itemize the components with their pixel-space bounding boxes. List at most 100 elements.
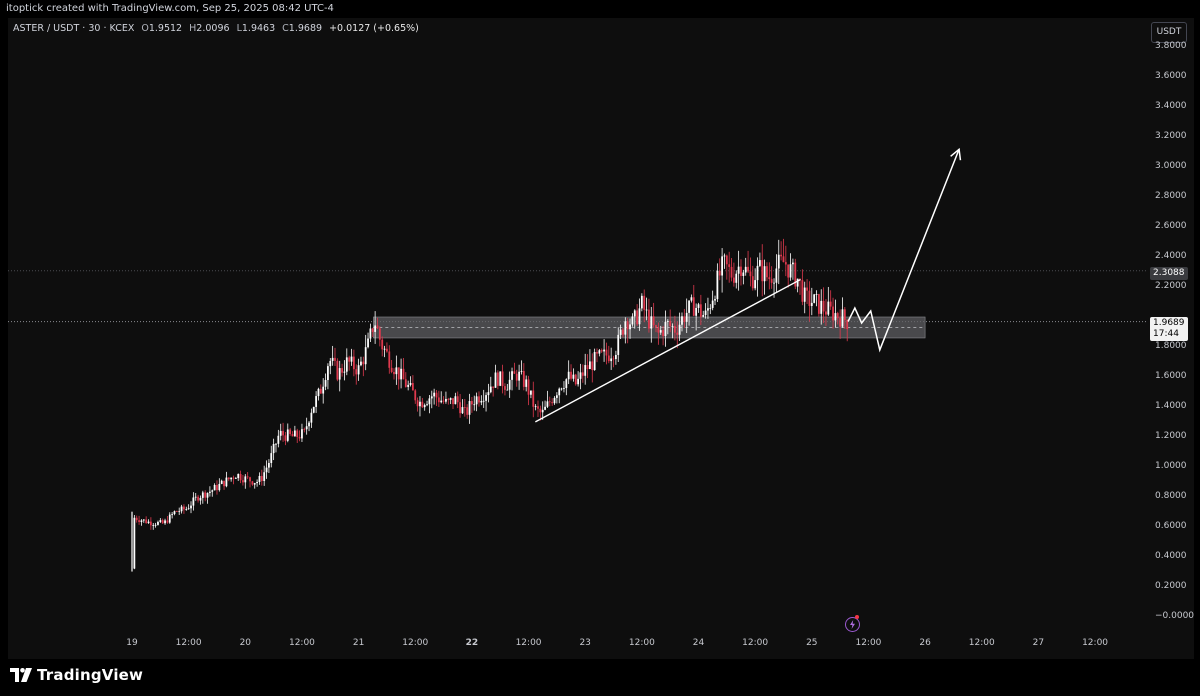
candle-body [201, 492, 204, 498]
candle-body [527, 379, 530, 395]
candle-body [629, 324, 631, 330]
candle-body [230, 477, 233, 480]
price-tick-label: 1.0000 [1155, 460, 1187, 471]
lightning-icon[interactable] [845, 617, 860, 632]
candle-body [480, 400, 483, 403]
projection-path [847, 149, 960, 353]
candle-body [289, 429, 292, 434]
candle-body [520, 371, 523, 372]
candle-body [206, 492, 209, 498]
candle-body [482, 400, 485, 402]
time-tick-label: 12:00 [855, 638, 882, 648]
candle-body [286, 429, 289, 441]
candle-body [640, 295, 643, 309]
currency-unit-button[interactable]: USDT [1151, 22, 1187, 43]
candle-body [515, 373, 518, 381]
candle-body [135, 517, 138, 521]
candle-body [501, 371, 504, 387]
candle-body [792, 262, 794, 265]
candle-body [213, 484, 216, 491]
candle-body [430, 396, 433, 399]
candle-body [631, 316, 634, 325]
candle-body [579, 372, 582, 379]
candle-body [367, 338, 369, 348]
candle-body [440, 400, 443, 403]
candle-body [225, 477, 228, 487]
candle-body [754, 280, 757, 289]
candle-body [711, 300, 714, 308]
candle-body [551, 402, 554, 404]
candle-body [471, 401, 473, 405]
candle-body [157, 521, 159, 525]
candle-body [310, 412, 313, 423]
candle-body [839, 318, 842, 327]
candle-body [775, 268, 778, 283]
candle-body [787, 264, 790, 278]
candle-body [662, 330, 664, 336]
candle-body [164, 520, 166, 524]
symbol-legend[interactable]: ASTER / USDT · 30 · KCEX O1.9512 H2.0096… [13, 23, 419, 34]
candle-body [308, 422, 310, 427]
tradingview-logo[interactable]: TradingView [10, 665, 143, 685]
close-value: 1.9689 [288, 23, 323, 34]
candle-body [303, 429, 306, 431]
candle-body [232, 477, 235, 479]
candle-body [378, 328, 381, 340]
candle-body [352, 356, 355, 370]
candle-body [355, 369, 358, 375]
candle-body [433, 392, 436, 397]
candle-body [298, 437, 301, 439]
candle-body [546, 401, 549, 407]
candle-body [409, 383, 412, 385]
candle-body [395, 367, 398, 375]
candle-body [508, 379, 511, 390]
candle-body [473, 404, 476, 406]
candle-body [423, 405, 426, 408]
candle-body [766, 266, 768, 278]
price-tick-label: 0.8000 [1155, 490, 1187, 501]
candle-body [808, 290, 811, 306]
candle-body [152, 525, 155, 526]
candle-body [142, 519, 145, 521]
candle-body [147, 521, 150, 524]
candle-body [704, 310, 707, 316]
candle-body [586, 365, 589, 370]
candle-body [218, 483, 221, 491]
price-tick-label: 0.2000 [1155, 580, 1187, 591]
candle-body [360, 361, 362, 366]
candle-body [740, 266, 742, 276]
candle-body [789, 264, 792, 278]
candle-body [756, 265, 759, 281]
candle-body [489, 386, 492, 393]
candle-body [317, 388, 320, 397]
candle-body [584, 365, 587, 376]
candle-body [537, 406, 539, 409]
tradingview-logo-text: TradingView [37, 666, 144, 684]
candle-body [695, 307, 698, 316]
low-value: 1.9463 [241, 23, 276, 34]
top-bar: itoptick created with TradingView.com, S… [0, 0, 1200, 18]
candle-body [312, 406, 315, 413]
candle-body [397, 367, 400, 380]
projection-arrowhead [950, 147, 962, 161]
notification-dot [855, 615, 859, 619]
chart-panel[interactable] [8, 18, 1194, 659]
last-price-value: 1.9689 [1153, 318, 1185, 328]
candle-body [810, 302, 813, 306]
candle-body [593, 352, 596, 371]
candle-body [161, 520, 164, 524]
candle-body [220, 480, 223, 484]
candle-body [834, 313, 837, 321]
price-tick-label: 3.2000 [1155, 131, 1187, 142]
candle-body [258, 475, 261, 482]
candle-body [246, 476, 249, 478]
candle-body [817, 294, 820, 314]
candle-body [272, 443, 275, 454]
candle-body [534, 406, 537, 408]
candle-body [322, 386, 325, 394]
candle-body [190, 505, 192, 509]
candle-body [208, 491, 211, 493]
candle-body [211, 490, 214, 492]
candle-body [263, 472, 266, 482]
